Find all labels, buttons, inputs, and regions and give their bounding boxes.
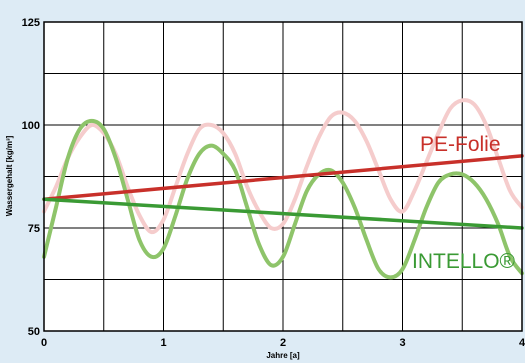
x-tick-label: 1 — [160, 337, 166, 349]
x-tick-label: 4 — [519, 337, 525, 349]
series-label-intello: INTELLO® — [412, 250, 516, 273]
x-tick-label: 0 — [41, 337, 47, 349]
series-line-0 — [42, 154, 524, 201]
y-axis-label: Wassergehalt [kg/m³] — [5, 135, 14, 216]
series-line-2 — [42, 98, 524, 235]
y-tick-label: 75 — [28, 223, 40, 235]
y-tick-label: 50 — [28, 326, 40, 338]
trend-series — [42, 154, 524, 230]
series-label-pe-folie: PE-Folie — [420, 133, 501, 156]
y-tick-labels: 50 75 100 125 — [22, 17, 40, 338]
plot-frame — [43, 21, 523, 332]
y-tick-label: 125 — [22, 17, 40, 29]
x-axis-label: Jahre [a] — [266, 351, 300, 360]
y-tick-label: 100 — [22, 120, 40, 132]
oscillation-series — [42, 98, 524, 280]
series-line-3 — [42, 118, 524, 280]
series-line-1 — [42, 197, 524, 230]
x-tick-label: 3 — [399, 337, 405, 349]
x-tick-labels: 0 1 2 3 4 — [41, 337, 525, 349]
x-tick-label: 2 — [280, 337, 286, 349]
